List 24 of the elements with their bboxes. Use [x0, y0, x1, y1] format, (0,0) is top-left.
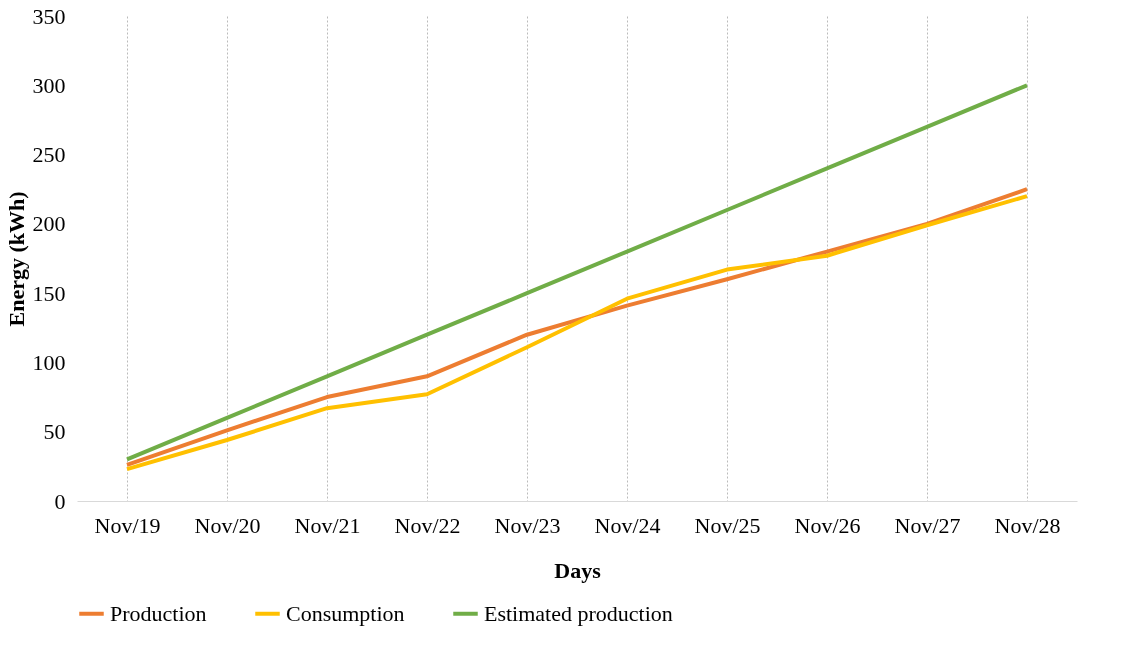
y-tick-label: 100	[32, 349, 66, 375]
legend-label: Consumption	[286, 600, 405, 626]
x-tick-label: Nov/27	[894, 512, 961, 538]
y-tick-label: 200	[32, 211, 66, 237]
y-axis-title: Energy (kWh)	[3, 191, 29, 327]
x-tick-label: Nov/21	[294, 512, 361, 538]
y-tick-label: 150	[32, 280, 66, 306]
x-axis-title: Days	[554, 557, 602, 583]
y-tick-label: 0	[54, 488, 66, 514]
x-tick-label: Nov/24	[594, 512, 661, 538]
x-tick-label: Nov/19	[94, 512, 161, 538]
y-tick-label: 250	[32, 142, 66, 168]
y-tick-label: 50	[43, 419, 66, 445]
y-tick-label: 300	[32, 72, 66, 98]
x-tick-label: Nov/28	[994, 512, 1061, 538]
x-tick-label: Nov/26	[794, 512, 861, 538]
y-tick-label: 350	[32, 3, 66, 29]
line-series	[125, 83, 1029, 462]
x-tick-label: Nov/20	[194, 512, 261, 538]
x-tick-label: Nov/22	[394, 512, 461, 538]
x-tick-label: Nov/23	[494, 512, 561, 538]
x-tick-label: Nov/25	[694, 512, 761, 538]
legend-label: Estimated production	[484, 600, 673, 626]
legend-label: Production	[110, 600, 207, 626]
